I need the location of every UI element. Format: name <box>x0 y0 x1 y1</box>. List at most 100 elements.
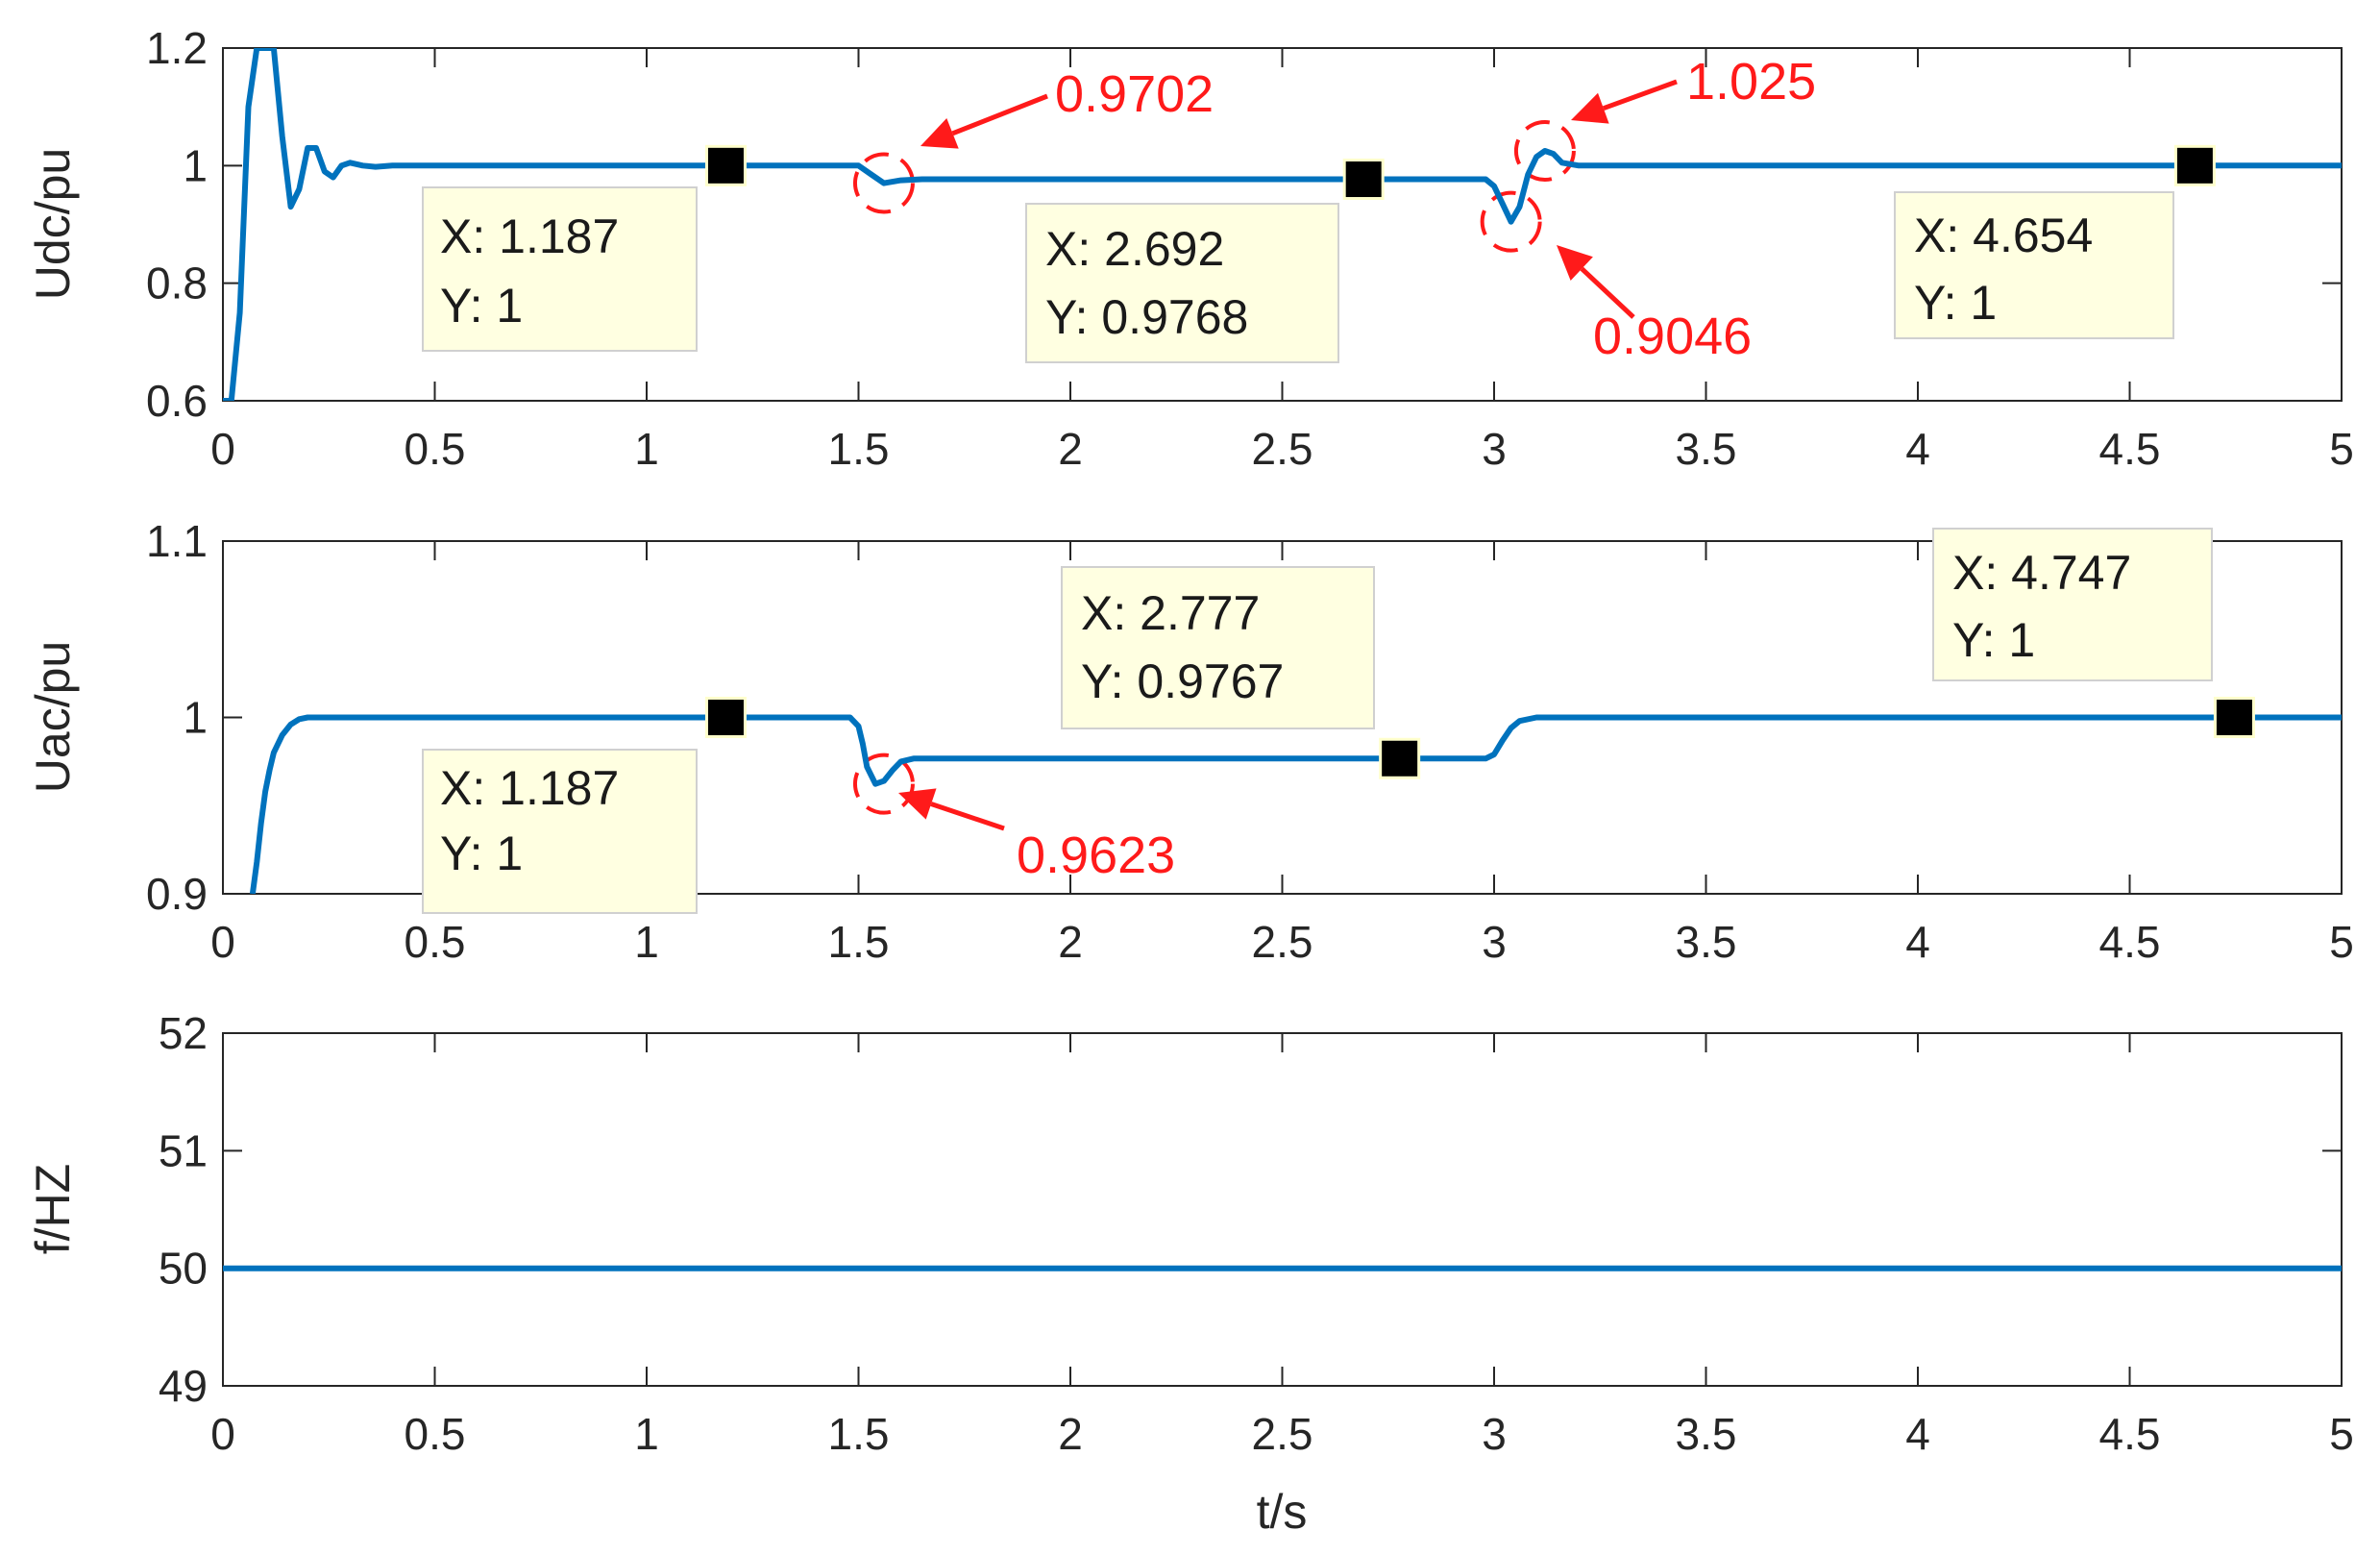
udc-y-ticks: 0.6 0.8 1 1.2 <box>146 23 2342 426</box>
udc-datatip-2-y: Y: 0.9768 <box>1045 290 1248 344</box>
udc-x-tick-label: 2 <box>1058 424 1083 474</box>
freq-x-tick-label: 5 <box>2329 1409 2354 1459</box>
udc-y-axis-label: Udc/pu <box>26 148 80 300</box>
udc-series <box>223 48 2342 401</box>
freq-x-tick-label: 4 <box>1905 1409 1930 1459</box>
udc-datatip-1[interactable]: X: 1.187 Y: 1 <box>422 186 698 352</box>
annotation-arrow-shaft <box>1602 79 1678 111</box>
udc-x-ticks: 0 0.5 1 1.5 2 2.5 3 3.5 4 4.5 5 <box>210 48 2354 474</box>
udc-datatip-1-y: Y: 1 <box>440 279 523 333</box>
udc-x-tick-label: 0 <box>210 424 235 474</box>
freq-x-tick-label: 2 <box>1058 1409 1083 1459</box>
freq-x-tick-label: 1.5 <box>828 1409 890 1459</box>
udc-datatip-3[interactable]: X: 4.654 Y: 1 <box>1894 191 2174 339</box>
udc-x-tick-label: 0.5 <box>405 424 466 474</box>
freq-y-tick-label: 49 <box>159 1361 208 1411</box>
freq-plot-frame <box>222 1032 2343 1387</box>
uac-datatip-2[interactable]: X: 2.777 Y: 0.9767 <box>1061 566 1375 729</box>
uac-x-tick-label: 1 <box>634 917 659 967</box>
udc-x-tick-label: 2.5 <box>1252 424 1313 474</box>
uac-datatip-1-x: X: 1.187 <box>440 761 619 815</box>
udc-x-tick-label: 4.5 <box>2099 424 2161 474</box>
freq-x-tick-label: 3.5 <box>1676 1409 1737 1459</box>
udc-annotation-0-9702: 0.9702 <box>1055 65 1214 123</box>
uac-datatip-1[interactable]: X: 1.187 Y: 1 <box>422 749 698 914</box>
udc-y-tick-label: 1.2 <box>146 23 208 73</box>
uac-annotation-0-9623: 0.9623 <box>1017 827 1175 884</box>
udc-x-tick-label: 4 <box>1905 424 1930 474</box>
uac-y-ticks: 0.9 1 1.1 <box>146 516 2342 919</box>
uac-series <box>249 714 2342 894</box>
uac-x-tick-label: 4 <box>1905 917 1930 967</box>
uac-x-ticks: 0 0.5 1 1.5 2 2.5 3 3.5 4 4.5 5 <box>210 541 2354 967</box>
uac-datatip-3[interactable]: X: 4.747 Y: 1 <box>1932 528 2213 681</box>
uac-x-tick-label: 3 <box>1482 917 1507 967</box>
annotation-arrow-shaft <box>951 93 1048 136</box>
udc-y-tick-label: 1 <box>183 140 208 190</box>
uac-datatip-marker[interactable] <box>2213 697 2255 738</box>
udc-annotation-1-025: 1.025 <box>1686 53 1816 111</box>
udc-datatip-markers <box>704 144 2216 201</box>
udc-chart: 0 0.5 1 1.5 2 2.5 3 3.5 4 4.5 5 0.60.811.2 Udc/pu … <box>26 23 2354 474</box>
udc-x-tick-label: 3.5 <box>1676 424 1737 474</box>
uac-x-tick-label: 5 <box>2329 917 2354 967</box>
annotation-arrow-head <box>1557 245 1593 282</box>
freq-y-tick-label: 50 <box>159 1244 208 1294</box>
udc-annotation-circle <box>1513 120 1576 183</box>
annotation-arrow-shaft <box>1580 266 1635 319</box>
annotation-arrow-head <box>898 788 937 820</box>
freq-chart: 0 0.5 1 1.5 2 2.5 3 3.5 4 4.5 5 49 50 51 52 f/HZ t/s <box>26 1008 2354 1539</box>
uac-datatip-marker[interactable] <box>704 697 747 738</box>
uac-y-tick-label: 1.1 <box>146 516 208 566</box>
udc-datatip-3-y: Y: 1 <box>1914 276 1997 330</box>
udc-datatip-marker[interactable] <box>1342 159 1385 201</box>
freq-y-axis-label: f/HZ <box>26 1164 80 1254</box>
udc-x-tick-label: 3 <box>1482 424 1507 474</box>
freq-y-tick-label: 51 <box>159 1125 208 1175</box>
udc-annotations <box>852 79 1678 319</box>
udc-datatip-2[interactable]: X: 2.692 Y: 0.9768 <box>1025 203 1339 363</box>
freq-x-axis-label: t/s <box>1257 1485 1308 1539</box>
freq-x-tick-label: 0.5 <box>405 1409 466 1459</box>
freq-x-tick-label: 4.5 <box>2099 1409 2161 1459</box>
uac-x-tick-label: 2 <box>1058 917 1083 967</box>
freq-x-tick-label: 3 <box>1482 1409 1507 1459</box>
uac-datatip-1-y: Y: 1 <box>440 827 523 880</box>
udc-datatip-2-x: X: 2.692 <box>1045 222 1224 276</box>
uac-y-axis-label: Uac/pu <box>26 641 80 793</box>
udc-datatip-3-x: X: 4.654 <box>1914 209 2093 262</box>
udc-y-tick-label: 0.6 <box>146 376 208 426</box>
freq-y-ticks: 49 50 51 52 <box>159 1008 2342 1411</box>
uac-x-tick-label: 0 <box>210 917 235 967</box>
uac-datatip-markers <box>704 697 2255 779</box>
udc-x-tick-label: 1.5 <box>828 424 890 474</box>
uac-x-tick-label: 1.5 <box>828 917 890 967</box>
uac-y-tick-label: 0.9 <box>146 869 208 919</box>
annotation-arrow-head <box>1571 92 1609 124</box>
freq-x-tick-label: 2.5 <box>1252 1409 1313 1459</box>
uac-datatip-2-y: Y: 0.9767 <box>1081 654 1284 708</box>
udc-datatip-marker[interactable] <box>2173 144 2216 186</box>
udc-x-tick-label: 5 <box>2329 424 2354 474</box>
uac-x-tick-label: 3.5 <box>1676 917 1737 967</box>
uac-series-line <box>249 714 2342 894</box>
uac-annotations <box>852 753 1005 831</box>
freq-x-tick-label: 0 <box>210 1409 235 1459</box>
freq-y-tick-label: 52 <box>159 1008 208 1058</box>
udc-x-tick-label: 1 <box>634 424 659 474</box>
uac-chart: 0 0.5 1 1.5 2 2.5 3 3.5 4 4.5 5 0.9 1 1.1 Uac/pu X: … <box>26 516 2354 967</box>
uac-annotation-circle <box>852 753 915 815</box>
freq-x-ticks: 0 0.5 1 1.5 2 2.5 3 3.5 4 4.5 5 <box>210 1033 2354 1459</box>
udc-annotation-circle <box>852 152 915 214</box>
uac-x-tick-label: 4.5 <box>2099 917 2161 967</box>
uac-x-tick-label: 2.5 <box>1252 917 1313 967</box>
udc-datatip-marker[interactable] <box>704 144 747 186</box>
uac-datatip-3-x: X: 4.747 <box>1952 546 2131 600</box>
annotation-arrow-shaft <box>930 802 1005 831</box>
uac-datatip-marker[interactable] <box>1379 737 1421 779</box>
udc-datatip-1-x: X: 1.187 <box>440 210 619 263</box>
annotation-arrow-head <box>920 117 959 149</box>
uac-datatip-2-x: X: 2.777 <box>1081 586 1260 640</box>
udc-y-tick-label: 0.8 <box>146 259 208 309</box>
